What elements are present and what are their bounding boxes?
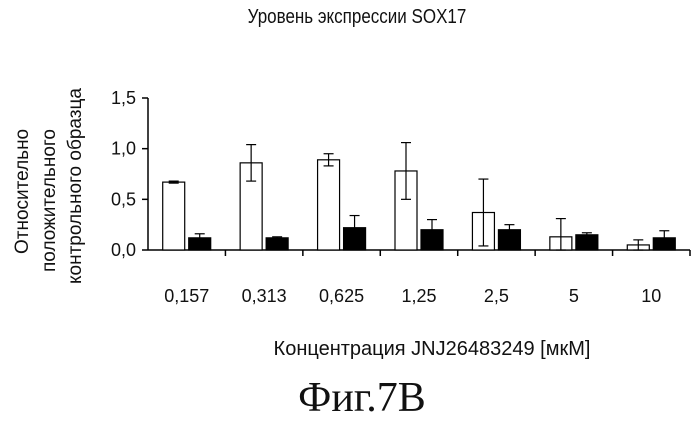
x-tick-label: 5 <box>569 286 579 306</box>
x-axis-label: Концентрация JNJ26483249 [мкМ] <box>0 338 699 361</box>
x-tick-label: 10 <box>641 286 661 306</box>
x-tick-label: 2,5 <box>484 286 509 306</box>
x-tick-label: 0,157 <box>164 286 209 306</box>
x-tick-label: 0,313 <box>242 286 287 306</box>
y-tick-label: 0,0 <box>111 240 136 260</box>
bar <box>318 160 340 250</box>
y-tick-label: 1,0 <box>111 139 136 159</box>
x-tick-label: 0,625 <box>319 286 364 306</box>
y-tick-label: 0,5 <box>111 189 136 209</box>
bar <box>163 182 185 250</box>
bar <box>266 238 288 250</box>
x-tick-label: 1,25 <box>401 286 436 306</box>
figure-caption: Фиг.7B <box>0 374 699 422</box>
y-tick-label: 1,5 <box>111 88 136 108</box>
